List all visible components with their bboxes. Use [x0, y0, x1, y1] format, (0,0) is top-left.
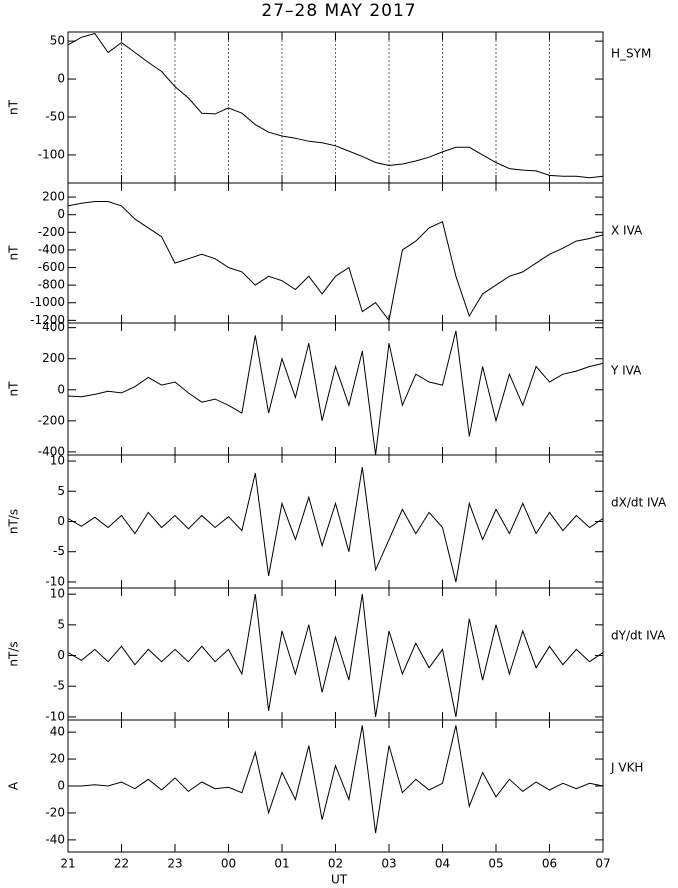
x-tick-label: 07: [595, 857, 610, 871]
y-tick-label: -200: [38, 413, 65, 427]
series-label: dX/dt IVA: [611, 496, 667, 510]
y-tick-label: 400: [42, 320, 65, 334]
y-tick-label: -5: [53, 544, 65, 558]
y-tick-label: -10: [45, 574, 65, 588]
chart-title: 27–28 MAY 2017: [261, 1, 416, 21]
y-tick-label: -200: [38, 225, 65, 239]
y-tick-label: 5: [57, 617, 65, 631]
x-tick-label: 23: [167, 857, 182, 871]
y-tick-label: 20: [50, 752, 65, 766]
y-tick-label: -20: [45, 805, 65, 819]
x-tick-label: 21: [60, 857, 75, 871]
y-tick-label: 10: [50, 454, 65, 468]
y-axis-label: nT: [7, 245, 21, 261]
series-label: dY/dt IVA: [611, 629, 666, 643]
y-axis-label: nT: [7, 381, 21, 397]
y-tick-label: -600: [38, 260, 65, 274]
y-tick-label: 5: [57, 484, 65, 498]
y-axis-label: nT/s: [7, 509, 21, 534]
y-tick-label: 0: [57, 514, 65, 528]
y-tick-label: 0: [57, 648, 65, 662]
series-label: J VKH: [610, 761, 643, 775]
x-tick-label: 03: [381, 857, 396, 871]
y-tick-label: 200: [42, 351, 65, 365]
x-tick-label: 00: [221, 857, 236, 871]
line-series: [67, 467, 604, 583]
x-tick-label: 04: [435, 857, 450, 871]
line-series: [67, 32, 604, 179]
y-tick-label: -100: [38, 147, 65, 161]
y-tick-label: 0: [57, 382, 65, 396]
line-series: [68, 725, 604, 834]
y-tick-label: -1200: [30, 313, 65, 327]
panel-frame: [67, 322, 604, 456]
y-axis-label: nT/s: [7, 641, 21, 666]
y-tick-label: -40: [45, 832, 65, 846]
y-axis-label: nT: [7, 99, 21, 115]
panel-frame: [67, 182, 604, 324]
panel-frame: [67, 587, 604, 721]
y-tick-label: 40: [50, 725, 65, 739]
y-tick-label: 10: [50, 587, 65, 601]
x-axis-label: UT: [331, 873, 348, 887]
panel-frame: [67, 454, 604, 589]
line-series: [67, 594, 604, 717]
y-tick-label: -50: [45, 109, 65, 123]
line-series: [67, 201, 604, 322]
x-tick-label: 22: [114, 857, 129, 871]
y-tick-label: -800: [38, 278, 65, 292]
y-tick-label: 0: [57, 207, 65, 221]
y-tick-label: -1000: [30, 295, 65, 309]
y-tick-label: -10: [45, 709, 65, 723]
panel-frame: [67, 719, 604, 853]
series-label: H_SYM: [611, 47, 651, 61]
series-label: Y IVA: [610, 364, 642, 378]
line-series: [67, 330, 604, 456]
y-tick-label: -5: [53, 679, 65, 693]
x-tick-label: 05: [488, 857, 503, 871]
y-tick-label: 0: [57, 779, 65, 793]
y-tick-label: 0: [57, 72, 65, 86]
x-tick-label: 02: [328, 857, 343, 871]
y-tick-label: -400: [38, 444, 65, 458]
x-tick-label: 06: [542, 857, 557, 871]
y-axis-label: A: [7, 781, 21, 790]
y-tick-label: 200: [42, 190, 65, 204]
x-tick-label: 01: [274, 857, 289, 871]
y-tick-label: 50: [50, 34, 65, 48]
y-tick-label: -400: [38, 242, 65, 256]
series-label: X IVA: [611, 224, 643, 238]
